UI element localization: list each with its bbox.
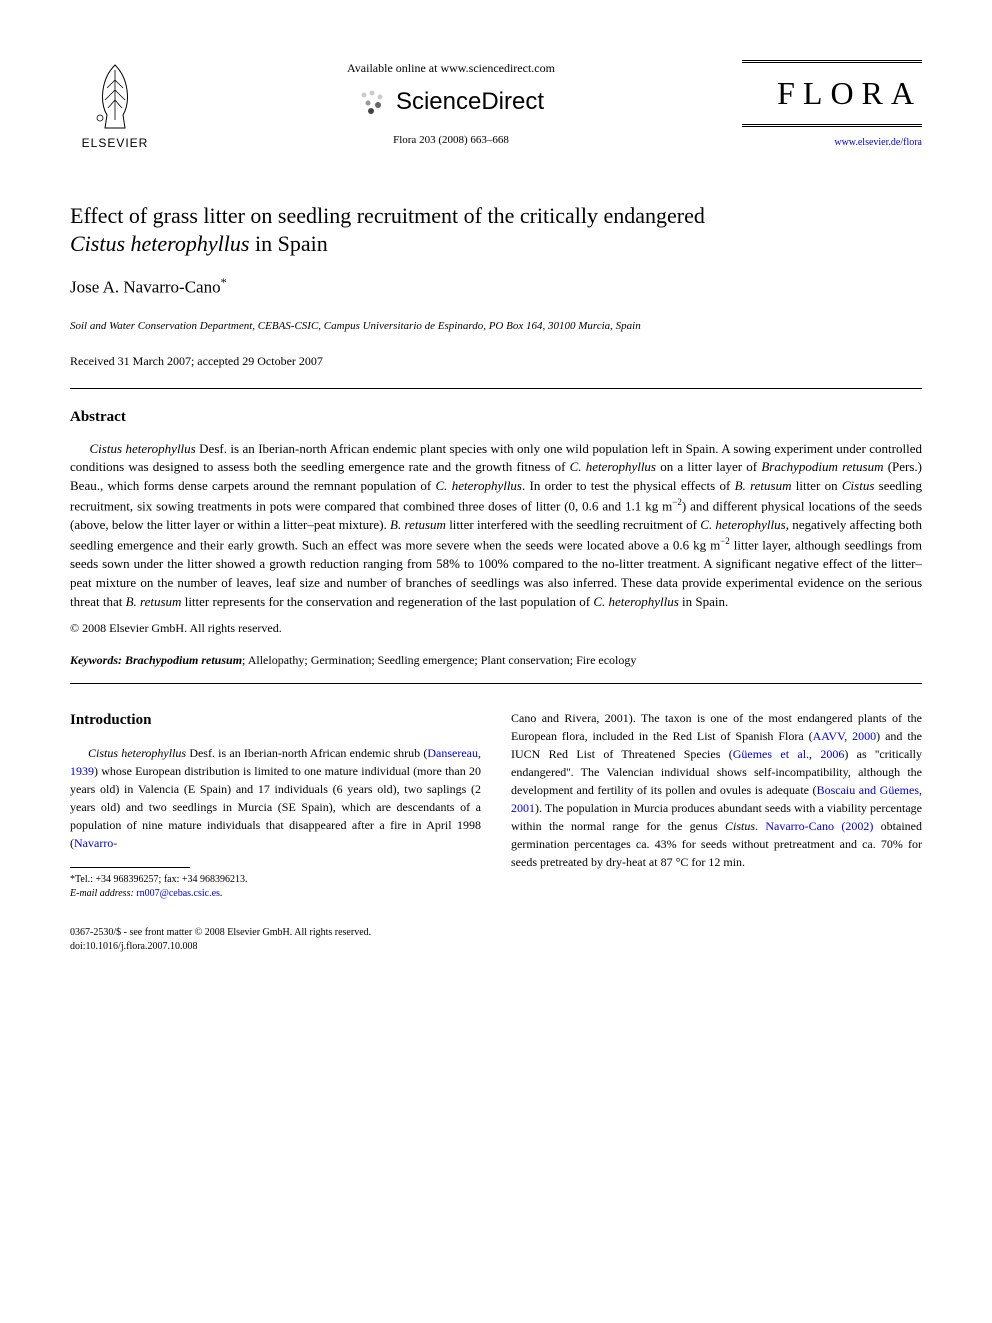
rule-below-keywords — [70, 683, 922, 684]
journal-logo: FLORA www.elsevier.de/flora — [742, 60, 922, 151]
elsevier-tree-icon — [85, 60, 145, 130]
article-dates: Received 31 March 2007; accepted 29 Octo… — [70, 353, 922, 370]
left-column: Introduction Cistus heterophyllus Desf. … — [70, 709, 481, 901]
introduction-heading: Introduction — [70, 709, 481, 732]
flora-box: FLORA — [742, 60, 922, 127]
footer-doi: doi:10.1016/j.flora.2007.10.008 — [70, 940, 922, 954]
sciencedirect-name: ScienceDirect — [396, 85, 544, 119]
title-line1: Effect of grass litter on seedling recru… — [70, 203, 705, 228]
available-online-text: Available online at www.sciencedirect.co… — [180, 60, 722, 77]
journal-url-link[interactable]: www.elsevier.de/flora — [834, 137, 922, 148]
publisher-name: ELSEVIER — [70, 135, 160, 152]
footnote-email-line: E-mail address: rn007@cebas.csic.es. — [70, 887, 481, 901]
journal-name: FLORA — [742, 71, 922, 116]
journal-reference: Flora 203 (2008) 663–668 — [180, 133, 722, 148]
header-row: ELSEVIER Available online at www.science… — [70, 60, 922, 152]
two-column-body: Introduction Cistus heterophyllus Desf. … — [70, 709, 922, 901]
title-species: Cistus heterophyllus — [70, 231, 249, 256]
keywords-first: Brachypodium retusum — [125, 653, 242, 667]
title-tail: in Spain — [249, 231, 327, 256]
footnote-separator — [70, 867, 190, 868]
abstract-heading: Abstract — [70, 407, 922, 428]
footnote-tel: *Tel.: +34 968396257; fax: +34 968396213… — [70, 873, 481, 887]
footer-issn: 0367-2530/$ - see front matter © 2008 El… — [70, 926, 922, 940]
right-column: Cano and Rivera, 2001). The taxon is one… — [511, 709, 922, 901]
author-name: Jose A. Navarro-Cano — [70, 278, 221, 297]
footer-meta: 0367-2530/$ - see front matter © 2008 El… — [70, 926, 922, 954]
keywords-rest: ; Allelopathy; Germination; Seedling eme… — [242, 653, 636, 667]
intro-para-right: Cano and Rivera, 2001). The taxon is one… — [511, 709, 922, 871]
publisher-logo: ELSEVIER — [70, 60, 160, 152]
keywords-line: Keywords: Brachypodium retusum; Allelopa… — [70, 652, 922, 669]
sciencedirect-logo: ScienceDirect — [180, 85, 722, 119]
footnote-email-label: E-mail address: — [70, 888, 134, 899]
center-header: Available online at www.sciencedirect.co… — [160, 60, 742, 149]
footnote-email-link[interactable]: rn007@cebas.csic.es — [136, 888, 220, 899]
abstract-body: Cistus heterophyllus Desf. is an Iberian… — [70, 440, 922, 612]
affiliation: Soil and Water Conservation Department, … — [70, 319, 922, 334]
copyright-line: © 2008 Elsevier GmbH. All rights reserve… — [70, 620, 922, 637]
author-line: Jose A. Navarro-Cano* — [70, 274, 922, 299]
rule-above-abstract — [70, 388, 922, 389]
sciencedirect-icon — [358, 87, 388, 117]
corresponding-marker: * — [221, 275, 227, 289]
corresponding-footnote: *Tel.: +34 968396257; fax: +34 968396213… — [70, 873, 481, 901]
keywords-label: Keywords: — [70, 653, 122, 667]
intro-para-left: Cistus heterophyllus Desf. is an Iberian… — [70, 744, 481, 852]
article-title: Effect of grass litter on seedling recru… — [70, 202, 922, 259]
